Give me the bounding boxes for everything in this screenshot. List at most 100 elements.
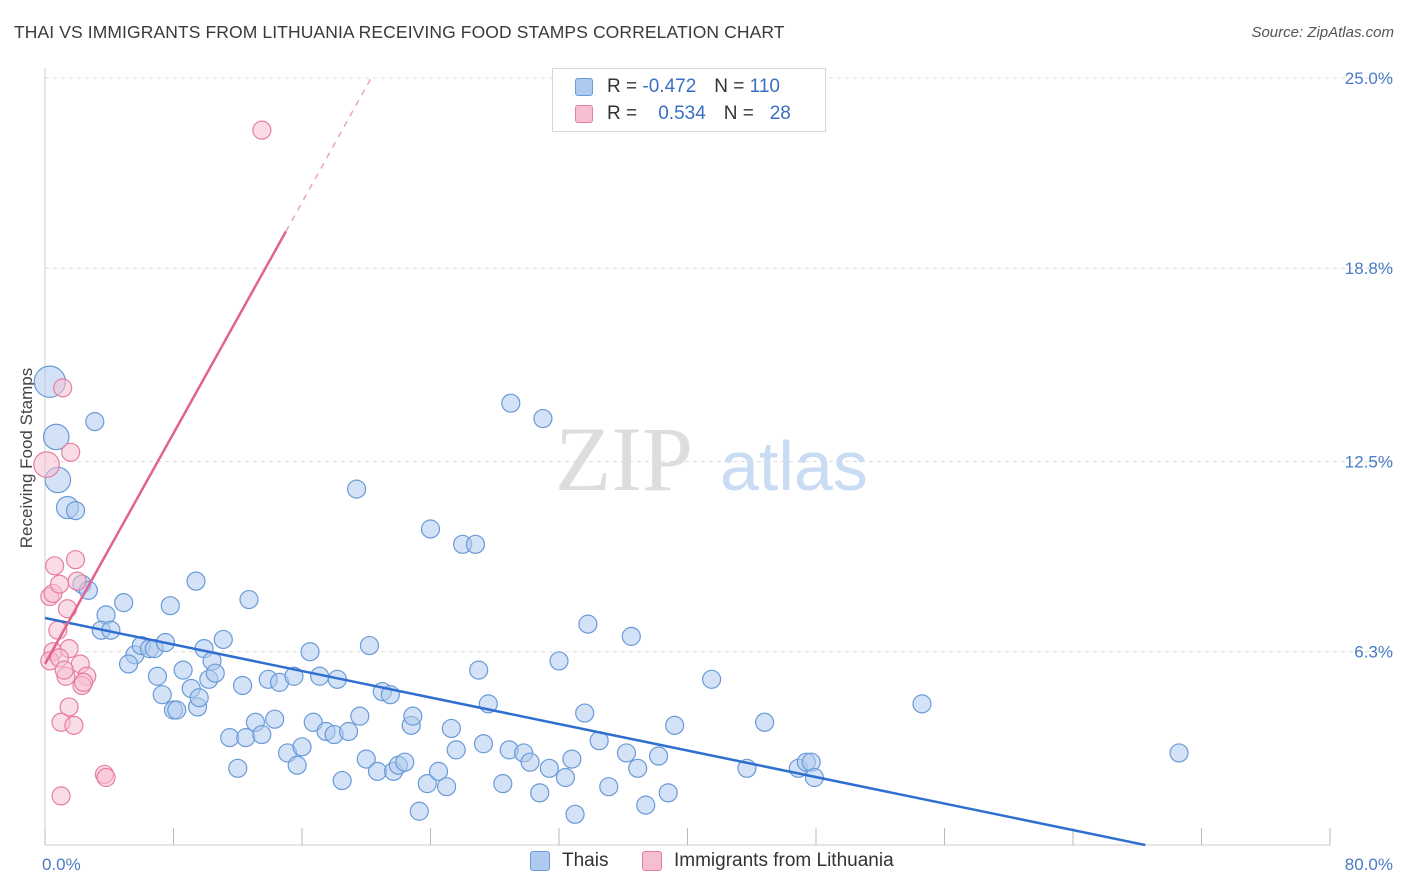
point-lithuania [64,715,84,735]
point-thais [912,694,932,714]
y-tick-label: 18.8% [1345,259,1393,278]
point-thais [441,718,461,739]
trend-line-lithuania [43,230,288,665]
point-thais [292,737,312,757]
point-thais [65,500,86,521]
legend-r-label: R = [607,103,638,124]
point-thais [118,654,139,674]
point-thais [85,412,105,432]
point-thais [501,393,521,413]
legend-n-label: N = [714,76,745,97]
point-thais [167,700,187,720]
legend-item-lithuania[interactable]: Immigrants from Lithuania [642,850,894,872]
legend-swatch-lithuania [575,105,593,123]
y-tick-label: 6.3% [1354,643,1393,662]
point-thais [446,740,466,760]
point-thais [213,629,233,650]
point-lithuania [45,556,65,576]
point-thais [356,749,376,769]
point-thais [338,721,359,742]
point-thais [562,749,582,769]
point-thais [228,758,248,778]
x-tick-label-min: 0.0% [42,855,81,874]
legend-r-label: R = [607,76,638,97]
point-thais [1169,743,1189,763]
trend-line-thais [44,616,1146,847]
point-thais [265,709,285,729]
legend-n-label: N = [723,103,754,124]
point-thais [252,724,272,745]
point-thais [628,758,648,778]
point-thais [469,660,489,680]
point-thais [417,774,437,794]
point-thais [220,728,240,748]
legend-label-lithuania: Immigrants from Lithuania [674,850,894,871]
point-thais [436,777,457,797]
legend-r-value: -0.472 [642,76,697,97]
point-lithuania [57,599,78,619]
point-thais [409,801,429,821]
point-lithuania [67,571,87,591]
point-lithuania [59,697,79,717]
legend-swatch-lithuania [642,851,662,871]
watermark-zip: ZIP [555,408,693,510]
point-thais [420,519,441,539]
point-thais [754,712,775,732]
point-thais [575,703,595,723]
point-thais [359,635,380,656]
point-thais [160,596,180,616]
point-thais [520,752,540,772]
point-thais [465,534,486,554]
point-lithuania [51,786,71,806]
point-thais [284,666,304,686]
point-thais [493,774,513,794]
point-thais [621,626,641,646]
point-thais [658,783,678,803]
point-lithuania [252,120,272,140]
point-lithuania [73,672,94,692]
x-tick-label-max: 80.0% [1345,855,1393,874]
point-thais [636,795,656,815]
point-thais [205,663,225,683]
point-thais [186,571,206,591]
point-thais [701,669,722,689]
source-label: Source: ZipAtlas.com [1251,24,1394,41]
point-thais [236,728,256,748]
point-thais [332,770,352,791]
point-thais [533,408,553,429]
point-lithuania [49,574,70,594]
trend-line-lithuania-extension [285,77,372,232]
legend-r-value: 0.534 [658,103,706,124]
legend-swatch-thais [530,851,550,871]
legend-swatch-thais [575,78,593,96]
point-thais [152,685,172,705]
point-thais [239,589,259,610]
point-thais [189,688,209,708]
point-thais [549,651,569,671]
legend-row-lithuania: R = 0.534 N = 28 [575,101,791,127]
legend-item-thais[interactable]: Thais [530,850,608,872]
watermark: ZIP atlas [555,408,868,510]
point-thais [367,761,388,781]
series-legend: Thais Immigrants from Lithuania [0,850,1406,878]
point-thais [395,752,415,772]
point-thais [114,593,134,613]
point-thais [428,761,449,781]
point-lithuania [65,550,86,570]
point-thais [232,675,253,696]
point-thais [578,614,598,634]
y-tick-label: 12.5% [1345,453,1393,472]
watermark-atlas: atlas [720,427,868,505]
series-thais [33,365,1189,824]
point-thais [539,758,559,778]
point-thais [300,642,320,662]
legend-n-value: 110 [749,76,780,97]
y-tick-label: 25.0% [1345,69,1393,88]
point-lithuania [54,660,74,680]
point-lithuania [96,767,116,788]
point-thais [648,746,669,766]
legend-n-value: 28 [769,103,791,124]
tick-labels: 6.3% 12.5% 18.8% 25.0% 0.0% 80.0% [42,69,1393,874]
point-thais [347,479,367,499]
point-thais [555,767,576,788]
